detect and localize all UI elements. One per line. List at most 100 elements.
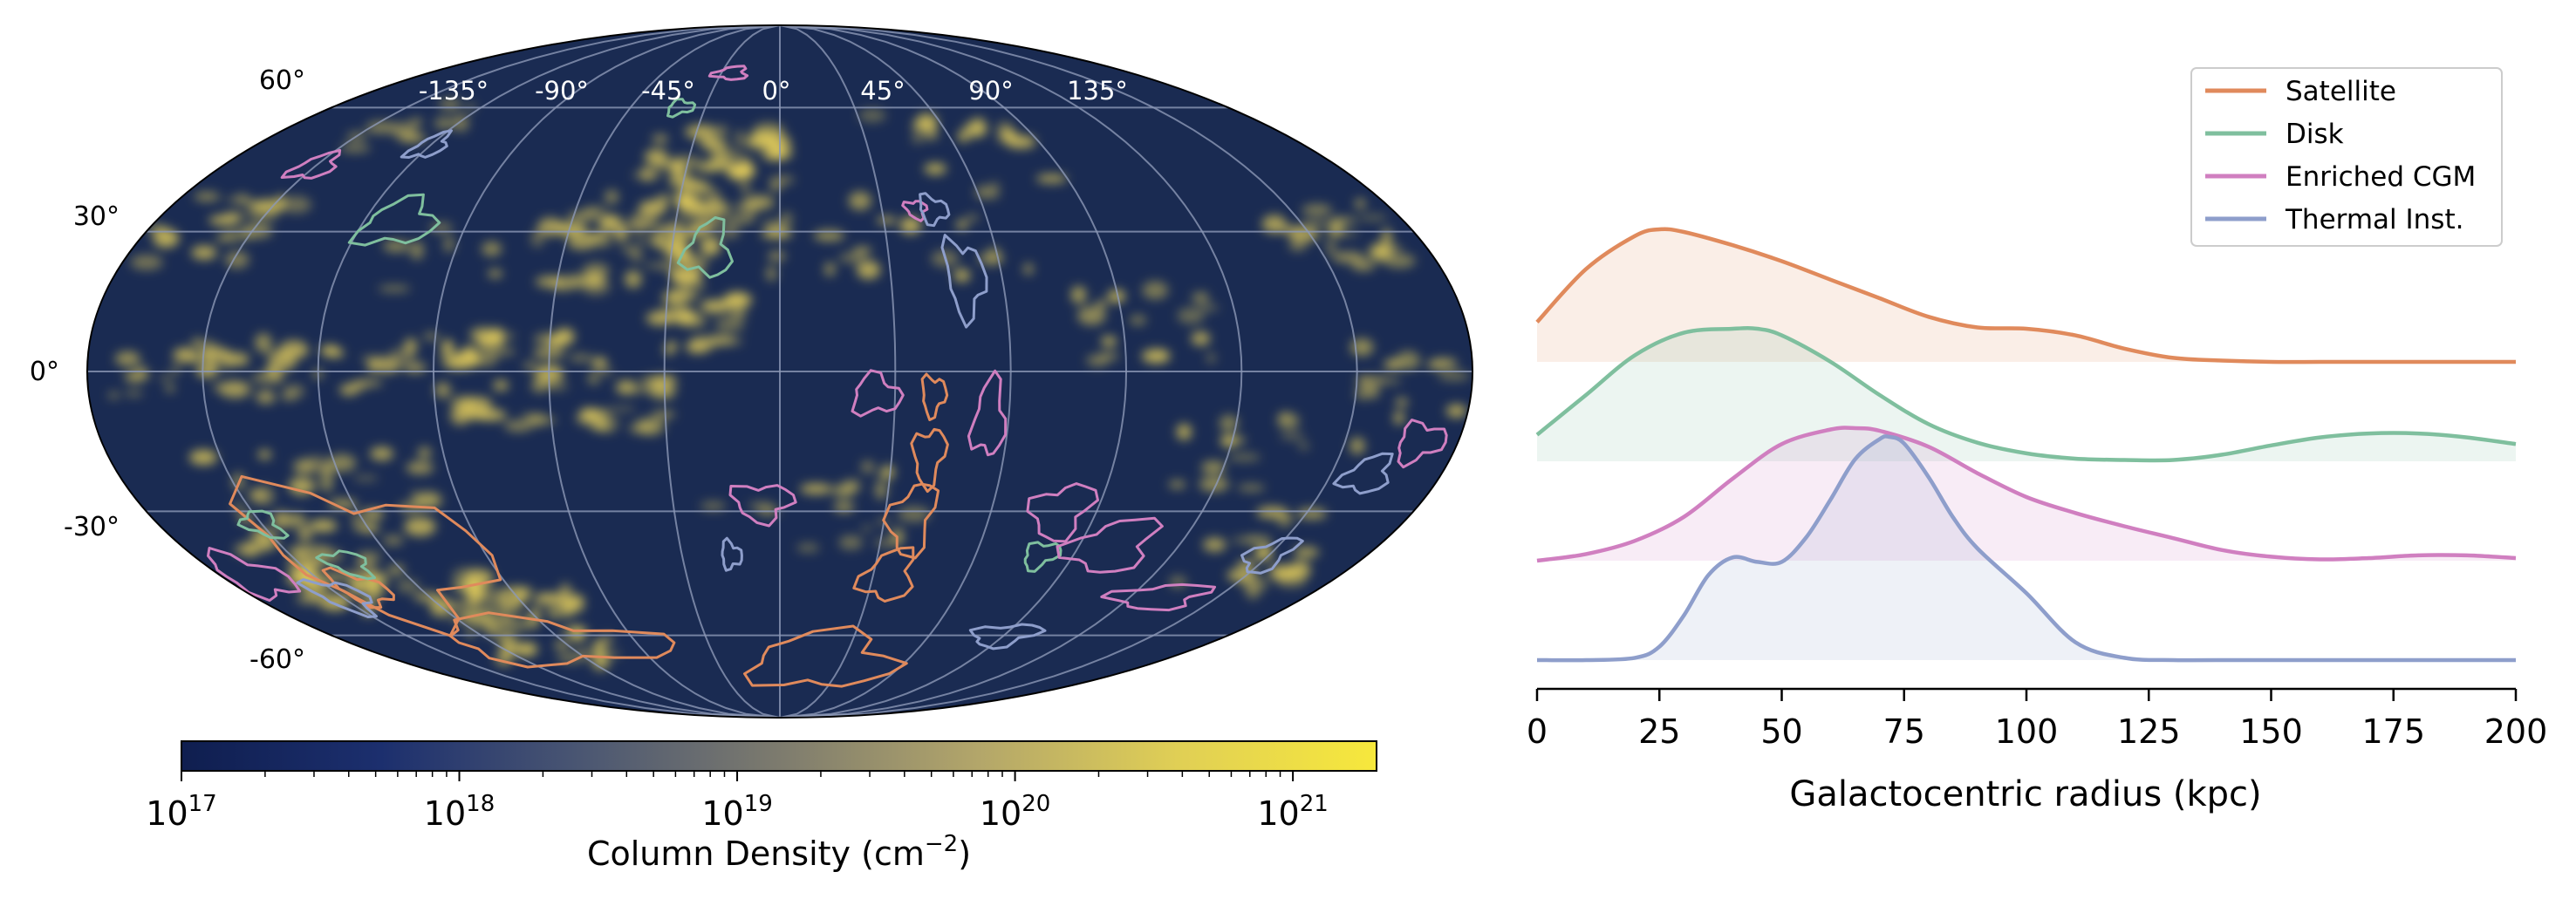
emission-clump (534, 594, 566, 604)
thermal-inst-contour (919, 192, 951, 228)
emission-clump (569, 353, 593, 363)
emission-clump (636, 238, 648, 244)
x-tick-label: 200 (2484, 712, 2548, 751)
emission-clump (1096, 300, 1107, 308)
emission-clump (1142, 281, 1169, 300)
emission-clump (706, 197, 716, 204)
emission-clump (559, 583, 571, 598)
emission-clump (1326, 238, 1336, 255)
thermal-inst-contour (1332, 452, 1394, 495)
emission-clump (378, 285, 411, 292)
series-enriched-cgm (1536, 426, 2517, 563)
emission-clump (671, 270, 702, 283)
emission-clump (232, 385, 243, 392)
lon-label: 90° (968, 76, 1013, 106)
emission-clump (503, 616, 530, 633)
emission-clump (567, 235, 596, 250)
emission-clump (530, 229, 544, 248)
emission-clump (769, 175, 795, 185)
x-tick-label: 100 (1995, 712, 2059, 751)
emission-clump (858, 108, 886, 122)
emission-clump (513, 591, 530, 602)
thermal-inst-contour (940, 234, 988, 329)
emission-clump (1237, 484, 1266, 492)
emission-clump (861, 460, 875, 473)
emission-clump (423, 333, 440, 339)
emission-clump (287, 513, 306, 528)
thermal-inst-contour (400, 129, 453, 159)
emission-clump (241, 540, 260, 558)
emission-clump (716, 125, 728, 137)
emission-clump (434, 382, 451, 399)
emission-clump (189, 449, 218, 466)
emission-clump (1301, 220, 1329, 227)
emission-clump (700, 299, 731, 313)
emission-clump (912, 132, 924, 144)
colorbar-tick-label: 1017 (146, 791, 216, 833)
colorbar-label: Column Density (cm−2) (587, 831, 971, 873)
legend-entry: Disk (2205, 119, 2344, 150)
emission-clump (366, 121, 397, 134)
lon-label: -135° (419, 76, 489, 106)
emission-clump (685, 125, 718, 140)
emission-clump (874, 480, 888, 500)
enriched-cgm-contour (207, 547, 302, 603)
emission-clump (691, 181, 712, 195)
emission-clump (535, 276, 565, 288)
x-tick-label: 150 (2239, 712, 2303, 751)
emission-clump (852, 247, 872, 255)
disk-contour (236, 509, 290, 540)
emission-clump (510, 647, 537, 655)
emission-clump (796, 543, 820, 553)
emission-clump (451, 350, 482, 369)
emission-clump (450, 405, 470, 426)
emission-clump (824, 262, 836, 276)
enriched-cgm-contour (1100, 582, 1216, 612)
emission-clump (443, 236, 454, 253)
emission-clump (700, 236, 721, 256)
emission-clump (1430, 358, 1458, 369)
emission-clump (768, 251, 786, 261)
series-line (1535, 227, 2516, 364)
emission-clump (639, 200, 667, 216)
emission-clump (724, 215, 755, 224)
emission-clump (663, 344, 674, 357)
emission-clump (1298, 443, 1309, 449)
emission-clump (1198, 304, 1220, 311)
emission-clump (669, 172, 680, 188)
emission-clump (364, 582, 378, 594)
colorbar-tick-label: 1018 (424, 791, 495, 833)
emission-clump (482, 242, 502, 256)
emission-clump (1199, 476, 1229, 492)
colorbar-ticks (181, 771, 1295, 781)
lon-label: 0° (762, 76, 791, 106)
emission-clump (125, 373, 145, 383)
coordinate-grid (87, 25, 1472, 718)
thermal-inst-contour (1240, 536, 1304, 575)
emission-clump (1355, 387, 1373, 400)
emission-clump (224, 196, 254, 203)
longitude-labels: -135° -90° -45° 0° 45° 90° 135° (419, 76, 1128, 106)
emission-clump (1203, 537, 1227, 552)
emission-clump (171, 363, 181, 377)
lon-label: 135° (1067, 76, 1128, 106)
emission-clump (1445, 404, 1467, 418)
thermal-inst-contour (296, 578, 378, 618)
emission-clump (255, 333, 272, 353)
legend-entry: Satellite (2205, 76, 2396, 107)
lon-label: 45° (860, 76, 905, 106)
emission-clump (897, 506, 931, 522)
emission-clump (547, 337, 566, 347)
emission-clump (130, 255, 163, 270)
emission-clump (1369, 383, 1380, 399)
emission-clump (503, 420, 533, 432)
satellite-contour (910, 427, 949, 494)
x-tick-label: 50 (1760, 712, 1802, 751)
emission-clump (339, 384, 359, 396)
series-fill (1537, 436, 2516, 661)
emission-clump (461, 397, 493, 412)
emission-clump (490, 327, 505, 347)
radius-distribution-plot: 0 25 50 75 100 125 150 175 200 Galactocentric ra… (1527, 67, 2548, 814)
emission-clump (700, 501, 727, 511)
emission-clump (387, 564, 405, 576)
